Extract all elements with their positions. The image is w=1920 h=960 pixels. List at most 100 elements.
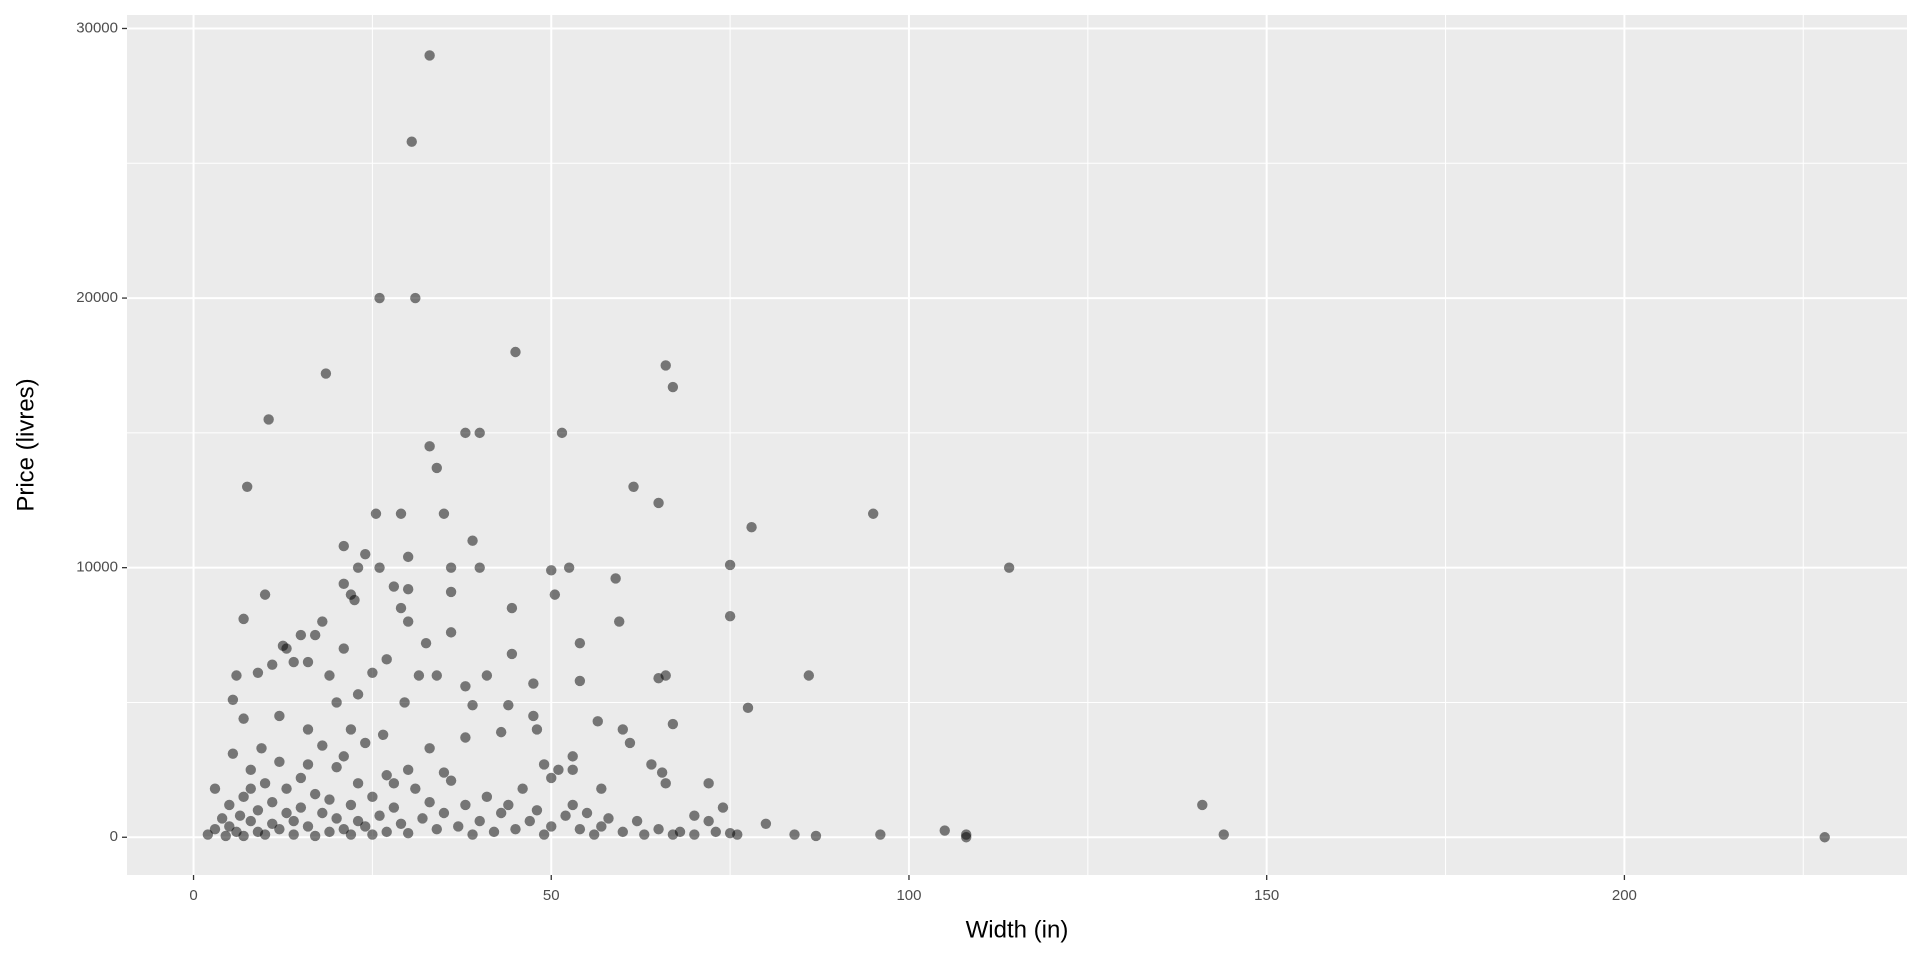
point	[803, 670, 815, 681]
point	[324, 794, 335, 805]
point	[317, 740, 328, 751]
point	[338, 643, 349, 654]
point	[381, 654, 392, 665]
point	[710, 826, 722, 838]
point	[345, 799, 357, 811]
point	[395, 602, 407, 614]
point	[653, 497, 664, 509]
point	[338, 823, 349, 835]
point	[524, 815, 535, 827]
point	[703, 815, 714, 827]
point	[717, 802, 729, 813]
point	[374, 562, 385, 573]
point	[567, 751, 578, 762]
point	[445, 562, 457, 573]
point	[309, 788, 321, 800]
point	[549, 589, 561, 600]
point	[252, 667, 264, 679]
plot-panel	[127, 15, 1907, 875]
point	[345, 724, 357, 735]
point	[1819, 832, 1830, 843]
point	[238, 830, 249, 842]
point	[528, 678, 539, 689]
point	[259, 829, 271, 840]
point	[867, 508, 879, 519]
points	[202, 50, 1830, 843]
point	[431, 462, 442, 474]
point	[628, 481, 639, 492]
point	[245, 783, 256, 794]
point	[388, 581, 400, 592]
point	[360, 821, 371, 832]
point	[656, 767, 668, 778]
point	[674, 826, 686, 838]
point	[417, 813, 428, 824]
x-tick-label: 0	[189, 887, 197, 904]
point	[302, 759, 314, 770]
axes: 0 50 100 150 200 0 10000 20000 30000	[76, 19, 1637, 904]
point	[503, 699, 514, 711]
point	[560, 810, 571, 821]
point	[227, 748, 239, 759]
point	[588, 829, 600, 840]
point	[338, 540, 349, 552]
point	[424, 441, 435, 452]
point	[402, 764, 414, 776]
point	[331, 697, 342, 708]
point	[474, 427, 485, 439]
point	[510, 346, 521, 358]
point	[660, 778, 671, 789]
point	[395, 818, 407, 829]
point	[438, 508, 450, 519]
point	[302, 656, 314, 668]
point	[531, 724, 543, 735]
point	[238, 791, 249, 803]
point	[596, 821, 607, 832]
point	[370, 508, 382, 519]
point	[367, 667, 378, 679]
point	[431, 823, 442, 835]
point	[245, 815, 256, 827]
point	[567, 799, 578, 811]
point	[281, 807, 292, 819]
point	[317, 807, 328, 819]
point	[402, 616, 414, 627]
point	[424, 743, 435, 754]
point	[724, 559, 736, 571]
point	[367, 791, 378, 803]
y-axis-title: Price (livres)	[12, 378, 39, 511]
point	[410, 292, 421, 304]
point	[481, 791, 493, 803]
point	[309, 830, 321, 842]
point	[460, 427, 471, 439]
point	[331, 813, 342, 824]
point	[431, 670, 442, 681]
point	[467, 699, 478, 711]
point	[810, 830, 822, 842]
point	[610, 573, 621, 584]
point	[617, 826, 628, 838]
point	[660, 360, 671, 371]
y-tick-label: 20000	[76, 289, 118, 306]
point	[388, 802, 400, 813]
point	[345, 829, 357, 840]
point	[553, 764, 564, 776]
point	[267, 659, 278, 670]
point	[238, 613, 249, 625]
point	[581, 807, 593, 819]
point	[395, 508, 407, 519]
point	[259, 778, 271, 789]
point	[234, 810, 246, 821]
point	[338, 751, 349, 762]
point	[381, 770, 392, 781]
point	[377, 729, 389, 741]
y-tick-label: 30000	[76, 19, 118, 36]
point	[467, 535, 478, 546]
point	[295, 629, 307, 641]
point	[592, 716, 603, 727]
point	[209, 783, 221, 794]
point	[495, 726, 507, 738]
point	[402, 551, 414, 563]
point	[546, 821, 557, 832]
